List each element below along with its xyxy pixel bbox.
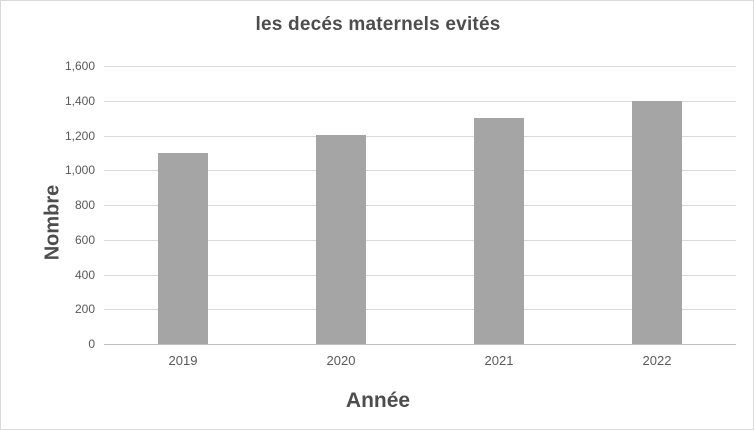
gridline [104,309,736,310]
y-tick-label: 400 [74,268,95,282]
y-tick-label: 0 [88,337,95,351]
y-tick-label: 1,200 [64,129,95,143]
x-tick-label: 2022 [642,353,672,368]
gridline [104,205,736,206]
plot-area [104,66,736,345]
y-axis-title: Nombre [41,184,64,261]
y-tick-label: 1,600 [64,59,95,73]
gridline [104,275,736,276]
chart-title: les decés maternels evités [255,14,501,35]
bar-2022 [632,101,682,344]
y-tick-label: 200 [74,302,95,316]
x-axis-line [104,344,736,345]
y-tick-label: 600 [74,233,95,247]
y-tick-label: 1,400 [64,94,95,108]
gridline [104,101,736,102]
x-tick-label: 2020 [326,353,356,368]
gridline [104,66,736,67]
gridline [104,136,736,137]
gridline [104,170,736,171]
bar-2019 [158,153,208,344]
bar-2020 [316,135,366,344]
gridline [104,240,736,241]
x-axis-title: Année [345,389,411,412]
bar-2021 [474,118,524,344]
x-tick-label: 2019 [168,353,198,368]
y-tick-label: 800 [74,198,95,212]
x-tick-label: 2021 [484,353,514,368]
y-tick-label: 1,000 [64,163,95,177]
